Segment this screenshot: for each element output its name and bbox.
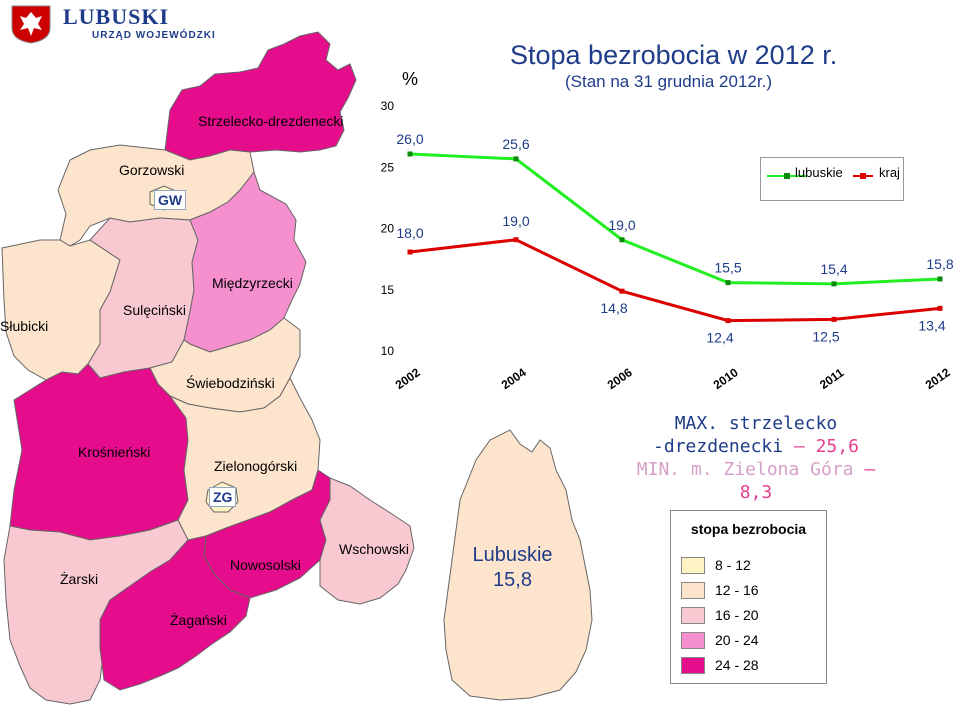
data-label-kraj: 12,5 <box>812 328 839 344</box>
max-label: MAX. strzelecko <box>674 413 838 434</box>
unemployment-line-chart: % 10 15 20 25 30 2002 2004 2006 2010 2011 2012 26,0 2… <box>381 69 954 392</box>
org-subname: URZĄD WOJEWÓDZKI <box>92 30 216 41</box>
data-label-lubuskie: 15,5 <box>714 260 741 276</box>
legend-swatch <box>681 582 705 599</box>
county-miedzyrzecki[interactable] <box>183 170 307 353</box>
legend-swatch <box>681 557 705 574</box>
data-label-lubuskie: 25,6 <box>502 136 529 152</box>
label-gorzowski: Gorzowski <box>119 162 185 178</box>
badge-gw: GW <box>154 190 187 210</box>
data-point-kraj <box>407 249 413 255</box>
x-tick-label: 2012 <box>923 365 953 392</box>
voivodeship-silhouette <box>443 429 593 701</box>
voivodeship-rate: 15,8 <box>493 569 532 591</box>
label-strzelecko-drezdenecki: Strzelecko-drezdenecki <box>198 113 344 129</box>
min-value: – 8,3 <box>739 459 876 503</box>
page-subtitle: (Stan na 31 grudnia 2012r.) <box>565 72 772 91</box>
county-zaganski[interactable] <box>99 535 251 691</box>
badge-zg: ZG <box>209 487 237 507</box>
x-tick-label: 2010 <box>711 365 741 392</box>
legend-lubuskie-label: lubuskie <box>795 165 843 180</box>
label-krosnienski: Krośnieński <box>78 444 151 460</box>
legend-label: 20 - 24 <box>715 632 759 648</box>
voivodeship-rate-label: Lubuskie 15,8 <box>455 543 570 593</box>
data-label-kraj: 18,0 <box>396 225 423 241</box>
legend-kraj-label: kraj <box>879 165 900 180</box>
chart-legend: lubuskie kraj <box>760 157 904 201</box>
legend-label: 12 - 16 <box>715 582 759 598</box>
data-label-kraj: 12,4 <box>706 330 733 346</box>
data-label-lubuskie: 15,8 <box>926 256 953 272</box>
label-zarski: Żarski <box>60 571 99 587</box>
data-point-kraj <box>937 305 943 311</box>
series-line-lubuskie <box>409 152 941 286</box>
label-miedzyrzecki: Międzyrzecki <box>212 275 293 291</box>
data-label-lubuskie: 26,0 <box>396 131 423 147</box>
label-wschowski: Wschowski <box>339 541 410 557</box>
y-tick-label: 20 <box>381 222 395 236</box>
x-tick-label: 2002 <box>393 365 423 392</box>
stats-box: MAX. strzelecko -drezdenecki – 25,6 MIN.… <box>616 412 896 504</box>
legend-label: 16 - 20 <box>715 607 759 623</box>
label-zaganski: Żagański <box>170 612 227 628</box>
data-label-kraj: 14,8 <box>600 300 627 316</box>
data-point-lubuskie <box>513 156 519 162</box>
data-point-kraj <box>831 316 837 322</box>
data-label-kraj: 13,4 <box>918 317 945 333</box>
data-label-lubuskie: 19,0 <box>608 217 635 233</box>
max-county: -drezdenecki <box>653 436 784 457</box>
x-tick-label: 2011 <box>817 365 847 392</box>
county-strzelecko-drezdenecki[interactable] <box>164 31 357 161</box>
data-point-kraj <box>725 318 731 324</box>
legend-label: 8 - 12 <box>715 557 751 573</box>
county-wschowski[interactable] <box>319 477 415 605</box>
map-legend: stopa bezrobocia 8 - 12 12 - 16 16 - 20 … <box>670 510 827 684</box>
label-zielonogorski: Zielonogórski <box>214 458 298 474</box>
legend-swatch <box>681 657 705 674</box>
org-name: LUBUSKI <box>63 4 170 29</box>
legend-swatch <box>681 632 705 649</box>
data-point-lubuskie <box>831 281 837 287</box>
data-point-lubuskie <box>937 276 943 282</box>
data-point-kraj <box>619 288 625 294</box>
data-point-lubuskie <box>619 237 625 243</box>
data-label-lubuskie: 15,4 <box>820 261 847 277</box>
legend-title: stopa bezrobocia <box>690 521 807 537</box>
y-tick-label: 15 <box>381 283 395 297</box>
legend-kraj-marker <box>853 173 873 179</box>
y-axis-unit: % <box>402 69 418 89</box>
y-tick-label: 30 <box>381 99 395 113</box>
x-tick-label: 2004 <box>499 365 529 392</box>
logo-eagle-icon <box>8 4 54 44</box>
data-point-kraj <box>513 237 519 243</box>
min-label: MIN. m. Zielona Góra <box>636 459 854 480</box>
data-point-lubuskie <box>725 280 731 286</box>
voivodeship-name: Lubuskie <box>472 544 553 566</box>
label-sulecinski: Sulęciński <box>123 302 187 318</box>
legend-swatch <box>681 607 705 624</box>
label-swiebodzinski: Świebodziński <box>186 375 275 391</box>
max-value: – 25,6 <box>793 436 859 457</box>
label-nowosolski: Nowosolski <box>230 557 301 573</box>
page-title: Stopa bezrobocia w 2012 r. <box>510 40 838 70</box>
legend-label: 24 - 28 <box>715 657 759 673</box>
data-label-kraj: 19,0 <box>502 213 529 229</box>
y-tick-label: 25 <box>381 160 395 174</box>
data-point-lubuskie <box>407 151 413 157</box>
legend-lubuskie-marker <box>767 173 807 179</box>
y-tick-label: 10 <box>381 344 395 358</box>
x-tick-label: 2006 <box>605 365 635 392</box>
label-slubicki: Słubicki <box>0 318 49 334</box>
series-line-kraj <box>409 238 941 323</box>
